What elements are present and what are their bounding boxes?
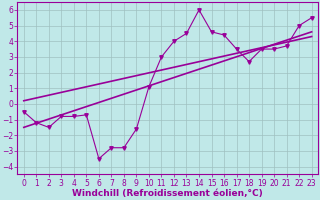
- X-axis label: Windchill (Refroidissement éolien,°C): Windchill (Refroidissement éolien,°C): [72, 189, 263, 198]
